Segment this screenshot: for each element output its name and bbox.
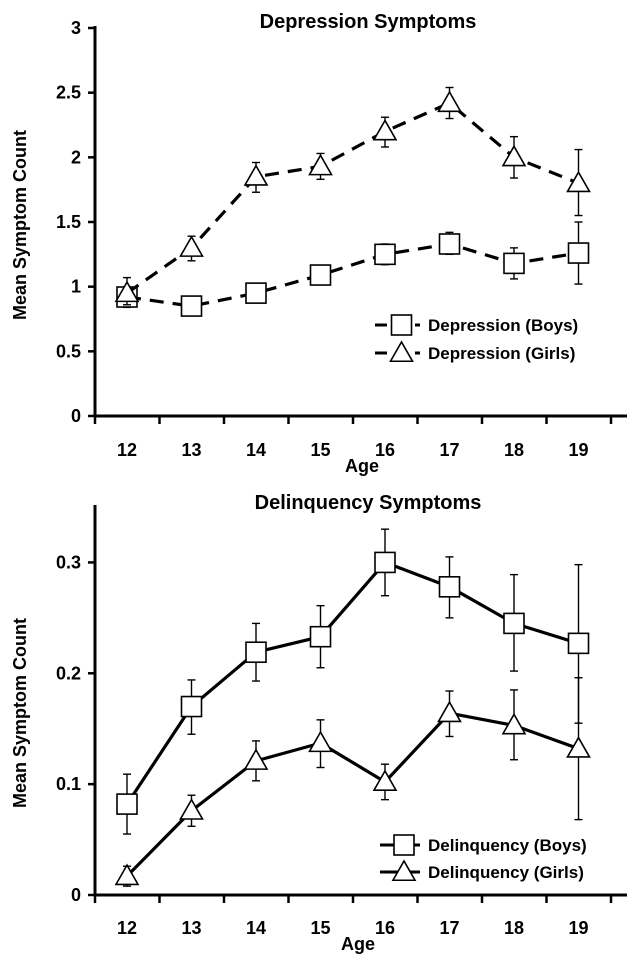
series-square: [116, 221, 590, 317]
x-tick-label: 16: [375, 440, 395, 460]
data-point: [308, 153, 333, 176]
x-tick-label: 14: [246, 918, 266, 938]
series-triangle: [114, 677, 591, 887]
x-tick-label: 19: [568, 440, 588, 460]
chart-title: Delinquency Symptoms: [255, 492, 482, 514]
data-point: [566, 736, 591, 758]
y-tick-label: 1: [71, 277, 81, 297]
series-line: [125, 711, 580, 878]
data-point: [116, 793, 138, 815]
y-tick-label: 0.5: [56, 341, 81, 361]
x-tick-label: 13: [181, 440, 201, 460]
y-tick-label: 0.2: [56, 663, 81, 683]
data-point: [372, 118, 398, 141]
legend-marker: [391, 859, 417, 882]
data-point: [567, 632, 590, 655]
y-tick-label: 0.3: [56, 552, 81, 572]
data-point: [374, 243, 396, 266]
data-point: [567, 242, 590, 264]
data-point: [437, 90, 462, 113]
x-tick-label: 12: [117, 440, 137, 460]
legend: Delinquency (Boys) Delinquency (Girls): [380, 834, 587, 882]
data-point: [501, 712, 527, 735]
data-point: [437, 700, 462, 723]
legend-marker: [389, 340, 414, 363]
x-tick-label: 19: [568, 918, 588, 938]
x-tick-label: 18: [504, 918, 524, 938]
data-point: [566, 170, 591, 193]
data-point: [374, 551, 396, 574]
y-axis-label: Mean Symptom Count: [10, 618, 30, 808]
data-point: [114, 863, 140, 886]
x-tick-label: 15: [310, 440, 330, 460]
data-point: [438, 233, 461, 255]
data-point: [245, 282, 267, 304]
x-tick-label: 16: [375, 918, 395, 938]
legend-label: Depression (Girls): [428, 344, 575, 363]
legend-marker: [390, 314, 413, 336]
series-line: [126, 101, 580, 295]
legend-label: Depression (Boys): [428, 316, 578, 335]
data-point: [503, 252, 525, 275]
legend-label: Delinquency (Girls): [428, 863, 584, 882]
data-point: [372, 769, 398, 791]
data-point: [243, 748, 269, 770]
x-tick-label: 12: [117, 918, 137, 938]
data-point: [438, 576, 461, 598]
x-tick-label: 17: [439, 440, 459, 460]
data-point: [309, 264, 332, 286]
x-axis-label: Age: [341, 934, 375, 954]
y-tick-label: 0: [71, 885, 81, 905]
y-tick-label: 0.1: [56, 774, 81, 794]
data-point: [503, 612, 525, 635]
x-tick-label: 14: [246, 440, 266, 460]
delinquency-chart: Delinquency Symptoms Age Mean Symptom Coun…: [10, 492, 627, 954]
y-tick-label: 2: [71, 147, 81, 167]
depression-chart: Depression Symptoms Age Mean Symptom Count…: [10, 11, 627, 476]
y-tick-label: 0: [71, 406, 81, 426]
data-point: [245, 641, 267, 664]
series-line: [125, 560, 579, 805]
y-tick-label: 1.5: [56, 212, 81, 232]
y-axis-label: Mean Symptom Count: [10, 130, 30, 320]
y-tick-label: 2.5: [56, 83, 81, 103]
legend-marker: [393, 834, 415, 856]
legend: Depression (Boys) Depression (Girls): [375, 314, 578, 363]
series-square: [116, 528, 590, 835]
x-tick-label: 15: [310, 918, 330, 938]
data-point: [243, 164, 269, 186]
x-tick-label: 18: [504, 440, 524, 460]
x-axis-label: Age: [345, 456, 379, 476]
series-triangle: [114, 86, 591, 306]
x-tick-label: 17: [439, 918, 459, 938]
data-point: [179, 235, 204, 257]
data-point: [114, 280, 140, 303]
data-point: [308, 730, 333, 753]
data-point: [180, 295, 203, 317]
chart-title: Depression Symptoms: [260, 11, 477, 33]
legend-label: Delinquency (Boys): [428, 836, 587, 855]
x-tick-label: 13: [181, 918, 201, 938]
data-point: [501, 144, 527, 167]
data-point: [179, 798, 204, 820]
y-tick-label: 3: [71, 18, 81, 38]
data-point: [180, 695, 203, 718]
data-point: [309, 625, 332, 648]
